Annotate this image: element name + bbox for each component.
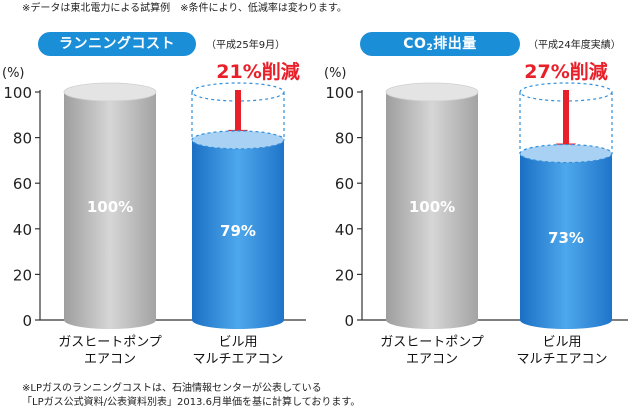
chart2-value-label-0: 100%: [409, 198, 455, 216]
chart2-bar-0-top: [385, 82, 479, 102]
chart1-y-tick-label-100: 100: [3, 84, 32, 102]
chart1-category-1-line1: ビル用: [218, 335, 258, 350]
co2-title-rest: 排出量: [433, 36, 477, 52]
chart2-reduction-arrow-shaft: [563, 90, 569, 146]
running-cost-title-pill: ランニングコスト: [38, 32, 196, 56]
chart1-y-tick-label-0: 0: [22, 312, 32, 330]
chart2-y-tick-label-20: 20: [335, 266, 354, 284]
chart1-value-label-1: 79%: [220, 222, 256, 240]
bottom-note-line1: ※LPガスのランニングコストは、石油情報センターが公表している: [22, 383, 322, 394]
chart1-category-1-line2: マルチエアコン: [192, 352, 284, 367]
chart1-y-tick-label-20: 20: [13, 266, 32, 284]
chart1-y-tick-label-80: 80: [13, 130, 32, 148]
chart1-value-label-0: 100%: [87, 198, 133, 216]
bottom-note: ※LPガスのランニングコストは、石油情報センターが公表している 「LPガス公式資…: [22, 382, 360, 410]
chart2-category-1-line1: ビル用: [542, 335, 582, 350]
chart2-bar-1-top: [519, 143, 613, 164]
chart1-category-1: ビル用 マルチエアコン: [168, 334, 308, 368]
chart1-y-tick-label-60: 60: [13, 175, 32, 193]
chart1-reduction-label: 21%削減: [216, 60, 299, 83]
chart2-value-label-1: 73%: [548, 229, 584, 247]
chart2-category-1: ビル用 マルチエアコン: [492, 334, 632, 368]
chart2-reduction-label: 27%削減: [524, 60, 607, 83]
chart2-category-1-line2: マルチエアコン: [516, 352, 608, 367]
chart1-bar-0: [64, 92, 156, 329]
chart2-y-tick-label-100: 100: [325, 84, 354, 102]
chart2-y-unit: (%): [324, 66, 347, 81]
chart2-category-0-line2: エアコン: [405, 352, 458, 367]
top-note: ※データは東北電力による試算例 ※条件により、低減率は変わります。: [22, 3, 347, 14]
running-cost-period: （平成25年9月）: [206, 40, 286, 51]
chart2-y-tick-label-40: 40: [335, 221, 354, 239]
chart2-y-tick-label-0: 0: [344, 312, 354, 330]
chart1-bar-0-top: [63, 82, 157, 102]
chart2-category-0: ガスヒートポンプ エアコン: [362, 334, 502, 368]
chart1-category-0: ガスヒートポンプ エアコン: [40, 334, 180, 368]
co2-title-main: CO: [403, 36, 427, 52]
bottom-note-line2: 「LPガス公式資料/公表資料別表」2013.6月単価を基に計算しております。: [22, 397, 361, 408]
co2-title-pill: CO2排出量: [360, 32, 520, 56]
chart2-y-tick-label-80: 80: [335, 130, 354, 148]
chart2-y-tick-label-60: 60: [335, 175, 354, 193]
chart2-category-0-line1: ガスヒートポンプ: [380, 335, 484, 350]
chart2-bar-1: [520, 153, 612, 329]
chart1-category-0-line2: エアコン: [83, 352, 136, 367]
chart1-y-unit: (%): [2, 66, 25, 81]
chart1-category-0-line1: ガスヒートポンプ: [58, 335, 162, 350]
chart1-y-tick-label-40: 40: [13, 221, 32, 239]
chart1-bar-1-top: [191, 130, 285, 150]
chart1-reduction-arrow-shaft: [235, 90, 241, 132]
co2-title-sub: 2: [426, 43, 434, 53]
chart2-bar-0: [386, 92, 478, 329]
co2-period: （平成24年度実績）: [528, 40, 621, 51]
chart1-bar-1: [192, 139, 284, 329]
